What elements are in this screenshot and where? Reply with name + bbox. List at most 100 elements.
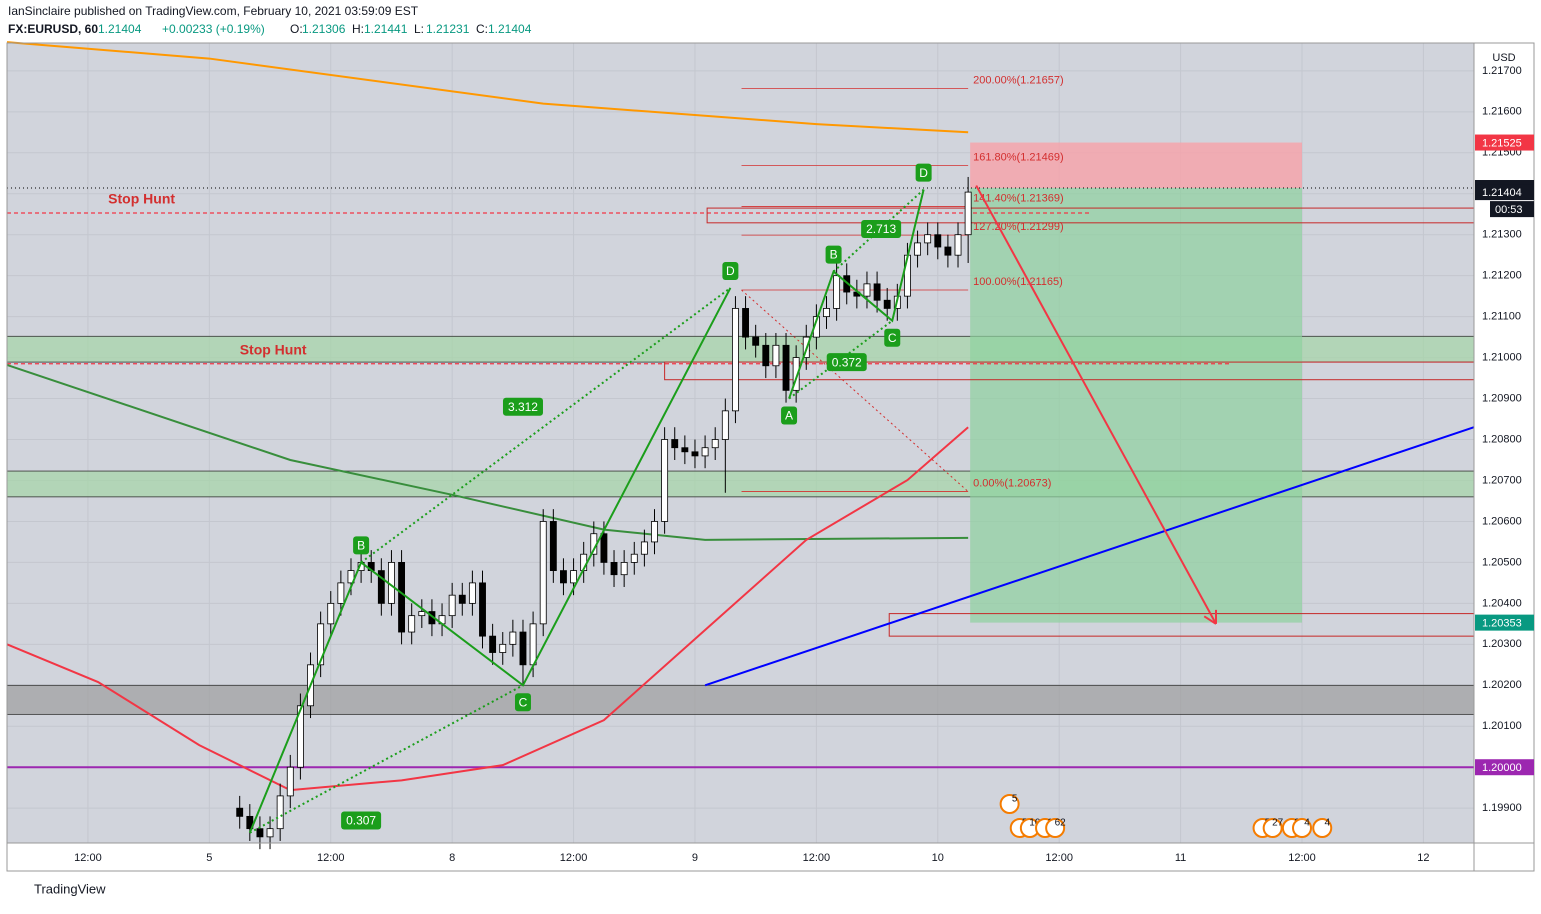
y-tick-label: 1.20600 <box>1482 515 1522 527</box>
y-tick-label: 1.19900 <box>1482 802 1522 814</box>
candle-body <box>490 636 496 652</box>
candle-body <box>399 562 405 632</box>
candle-body <box>753 337 759 345</box>
x-tick-label: 9 <box>692 852 698 864</box>
header-line1: IanSinclaire published on TradingView.co… <box>8 4 419 18</box>
pattern-point-label: B <box>357 539 365 553</box>
candle-body <box>500 644 506 652</box>
candle-body <box>935 235 941 247</box>
candle-body <box>621 562 627 574</box>
candle-body <box>459 595 465 603</box>
fib-label: 127.20%(1.21299) <box>973 221 1064 233</box>
candle-body <box>267 829 273 837</box>
fib-label: 141.40%(1.21369) <box>973 192 1064 204</box>
y-tick-label: 1.20900 <box>1482 392 1522 404</box>
candle-body <box>651 521 657 541</box>
candle-body <box>763 345 769 365</box>
candle-body <box>338 583 344 603</box>
candle-body <box>722 411 728 440</box>
x-tick-label: 8 <box>449 852 455 864</box>
candle-body <box>884 300 890 308</box>
candle-body <box>823 308 829 316</box>
fib-label: 161.80%(1.21469) <box>973 151 1064 163</box>
y-tick-label: 1.20400 <box>1482 597 1522 609</box>
countdown: 00:53 <box>1495 204 1523 216</box>
x-tick-label: 5 <box>206 852 212 864</box>
ohlc-value: 1.21306 <box>302 22 346 36</box>
event-count: 4 <box>1304 818 1310 829</box>
candle-body <box>783 345 789 390</box>
x-tick-label: 12:00 <box>560 852 588 864</box>
ohlc-value: 1.21441 <box>364 22 408 36</box>
stop-hunt-label: Stop Hunt <box>240 341 307 357</box>
x-tick-label: 12 <box>1417 852 1429 864</box>
last-price: 1.21404 <box>98 22 142 36</box>
x-tick-label: 12:00 <box>803 852 831 864</box>
candle-body <box>834 276 840 309</box>
fib-label: 0.00%(1.20673) <box>973 477 1051 489</box>
candle-body <box>672 440 678 448</box>
candle-body <box>277 796 283 829</box>
event-count: 62 <box>1055 818 1067 829</box>
ohlc-key: L: <box>414 22 424 36</box>
candle-body <box>945 247 951 255</box>
stop-hunt-label: Stop Hunt <box>108 191 175 207</box>
fib-label: 100.00%(1.21165) <box>973 276 1063 288</box>
stop-zone <box>970 143 1302 188</box>
candle-body <box>571 571 577 583</box>
candle-body <box>287 767 293 796</box>
candle-body <box>773 345 779 365</box>
candle-body <box>965 192 971 235</box>
pattern-point-label: B <box>830 248 838 262</box>
ohlc-value: 1.21231 <box>426 22 470 36</box>
pattern-point-label: A <box>785 409 793 423</box>
y-tick-label: 1.21700 <box>1482 65 1522 77</box>
candle-body <box>743 308 749 337</box>
price-tag-label: 1.21525 <box>1482 137 1522 149</box>
candle-body <box>915 243 921 255</box>
event-count: 27 <box>1272 818 1284 829</box>
candle-body <box>925 235 931 243</box>
candle-body <box>449 595 455 615</box>
candle-body <box>469 583 475 603</box>
x-tick-label: 10 <box>932 852 944 864</box>
y-tick-label: 1.20200 <box>1482 679 1522 691</box>
ratio-label: 2.713 <box>866 222 896 236</box>
event-count: 4 <box>1324 818 1330 829</box>
target-zone <box>970 188 1302 623</box>
change: +0.00233 (+0.19%) <box>162 22 265 36</box>
candle-body <box>237 808 243 816</box>
candle-body <box>682 448 688 452</box>
ohlc-key: O: <box>290 22 303 36</box>
candle-body <box>692 452 698 456</box>
candle-body <box>955 235 961 255</box>
pattern-point-label: D <box>919 166 928 180</box>
price-tag-label: 1.20353 <box>1482 618 1522 630</box>
candle-body <box>732 308 738 410</box>
candle-body <box>540 521 546 623</box>
candle-body <box>601 534 607 563</box>
candle-body <box>510 632 516 644</box>
candle-body <box>257 829 263 837</box>
zone <box>7 685 1474 714</box>
candle-body <box>560 571 566 583</box>
ohlc-value: 1.21404 <box>488 22 532 36</box>
fib-label: 200.00%(1.21657) <box>973 74 1064 86</box>
x-tick-label: 12:00 <box>1288 852 1316 864</box>
candle-body <box>702 448 708 456</box>
candle-body <box>864 284 870 296</box>
x-tick-label: 12:00 <box>1045 852 1073 864</box>
x-tick-label: 12:00 <box>317 852 345 864</box>
candle-body <box>479 583 485 636</box>
x-tick-label: 12:00 <box>74 852 102 864</box>
x-tick-label: 11 <box>1175 852 1186 864</box>
y-tick-label: 1.21100 <box>1482 311 1521 323</box>
y-tick-label: 1.21000 <box>1482 351 1522 363</box>
candle-body <box>419 612 425 616</box>
footer-logo: TradingView <box>34 881 106 896</box>
symbol: FX:EURUSD, 60 <box>8 22 98 36</box>
price-tag-label: 1.20000 <box>1482 762 1522 774</box>
y-tick-label: 1.20700 <box>1482 474 1522 486</box>
pattern-point-label: D <box>726 264 735 278</box>
